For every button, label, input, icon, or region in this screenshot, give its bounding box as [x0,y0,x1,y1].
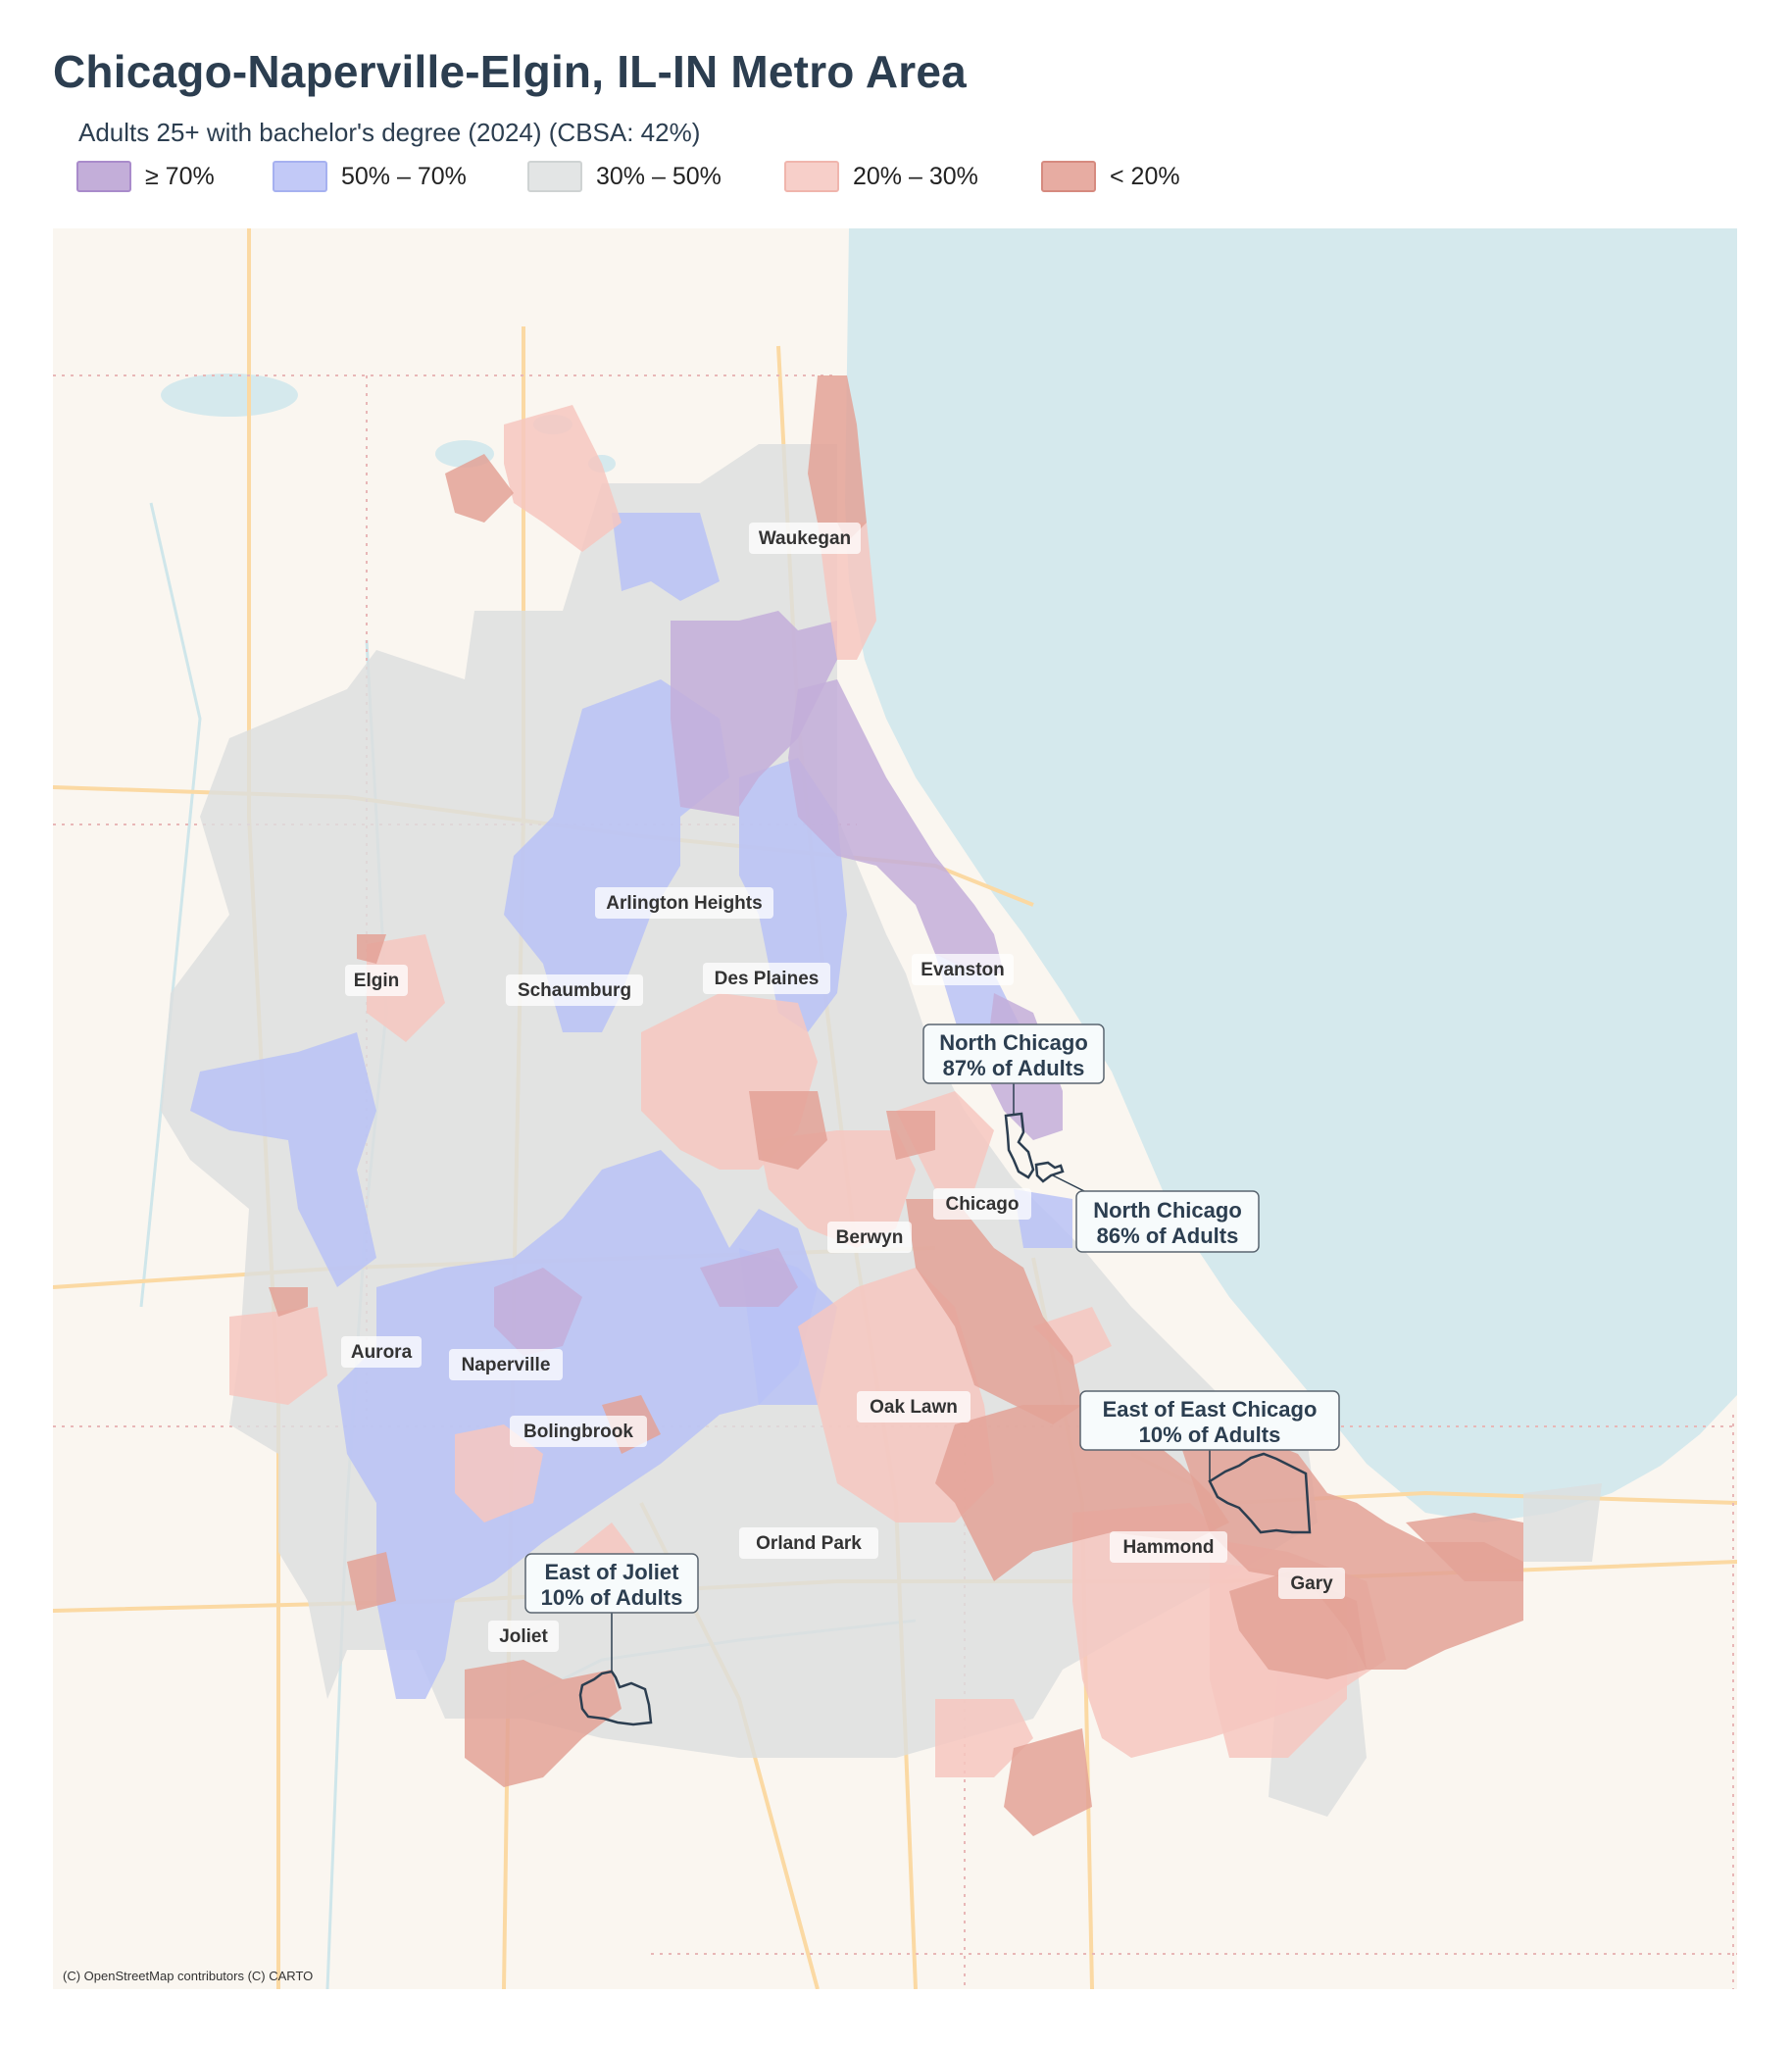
legend-swatch [784,161,839,192]
place-label-berwyn: Berwyn [827,1222,912,1253]
map-title: Chicago-Naperville-Elgin, IL-IN Metro Ar… [53,46,967,97]
place-name: Elgin [354,971,399,991]
callout-name: East of East Chicago [1103,1397,1318,1422]
callout-name: East of Joliet [545,1560,680,1584]
place-name: Arlington Heights [606,893,762,914]
place-label-oak-lawn: Oak Lawn [857,1391,971,1423]
place-name: Des Plaines [715,969,820,989]
place-label-hammond: Hammond [1110,1531,1227,1563]
legend-swatch [76,161,131,192]
callout-value: 10% of Adults [541,1585,683,1610]
place-label-gary: Gary [1278,1568,1345,1599]
place-label-orland-park: Orland Park [739,1527,878,1559]
place-label-evanston: Evanston [912,954,1014,985]
callout-name: North Chicago [939,1030,1088,1055]
east-of-joliet-outline [578,1670,653,1726]
callout-east-of-joliet[interactable]: East of Joliet 10% of Adults [524,1553,699,1672]
place-label-schaumburg: Schaumburg [506,974,643,1006]
label-bg [933,1188,1031,1220]
place-name: Waukegan [759,528,851,549]
label-bg [449,1349,563,1380]
label-bg [857,1391,971,1423]
place-name: Hammond [1123,1537,1215,1558]
north-chicago-86-outline [1034,1161,1065,1183]
place-labels: Waukegan Arlington Heights Elgin Schaumb… [341,523,1345,1652]
callout-box [524,1553,699,1614]
legend-item-under-20: < 20% [1041,159,1180,194]
place-name: Berwyn [836,1227,904,1248]
place-label-chicago: Chicago [933,1188,1031,1220]
map-attribution: (C) OpenStreetMap contributors (C) CARTO [63,1969,314,1983]
place-name: Bolingbrook [523,1422,633,1442]
place-label-joliet: Joliet [488,1621,559,1652]
label-bg [595,887,773,919]
label-bg [506,974,643,1006]
place-name: Naperville [462,1355,551,1375]
legend-swatch [1041,161,1096,192]
label-bg [1110,1531,1227,1563]
east-of-east-chicago-outline [1208,1452,1312,1534]
label-bg [739,1527,878,1559]
callout-north-chicago-87[interactable]: North Chicago 87% of Adults [922,1024,1105,1115]
legend-label: 20% – 30% [853,162,978,190]
legend-item-70-plus: ≥ 70% [76,159,215,194]
place-name: Orland Park [756,1533,862,1554]
callout-box [1079,1390,1340,1451]
callout-value: 10% of Adults [1139,1423,1281,1447]
place-label-bolingbrook: Bolingbrook [510,1416,647,1447]
legend-item-20-30: 20% – 30% [784,159,978,194]
legend-label: ≥ 70% [145,162,215,190]
place-name: Evanston [921,960,1005,980]
lake-michigan [845,228,1737,1523]
place-name: Schaumburg [518,980,631,1001]
label-bg [510,1416,647,1447]
label-bg [703,963,830,994]
label-bg [345,965,408,996]
tracts-70-plus [494,611,1063,1356]
place-name: Chicago [946,1194,1020,1215]
label-bg [827,1222,912,1253]
legend-item-50-70: 50% – 70% [273,159,467,194]
legend-item-30-50: 30% – 50% [527,159,722,194]
callout-name: North Chicago [1093,1198,1242,1223]
callout-value: 86% of Adults [1097,1223,1239,1248]
place-name: Gary [1290,1573,1333,1594]
legend: ≥ 70% 50% – 70% 30% – 50% 20% – 30% < 20… [76,159,1351,194]
place-label-elgin: Elgin [345,965,408,996]
legend-swatch [273,161,327,192]
place-label-aurora: Aurora [341,1336,422,1368]
label-bg [912,954,1014,985]
label-bg [488,1621,559,1652]
north-chicago-87-outline [1004,1112,1035,1179]
callout-box [922,1024,1105,1084]
label-bg [749,523,861,554]
callout-box [1075,1190,1260,1253]
legend-swatch [527,161,582,192]
place-label-arlington-heights: Arlington Heights [595,887,773,919]
place-name: Oak Lawn [870,1397,958,1418]
place-label-naperville: Naperville [449,1349,563,1380]
callout-value: 87% of Adults [943,1056,1085,1080]
place-name: Joliet [499,1626,548,1647]
map-panel[interactable]: Waukegan Arlington Heights Elgin Schaumb… [52,228,1738,1990]
legend-label: < 20% [1110,162,1180,190]
callouts: North Chicago 87% of Adults North Chicag… [524,1024,1340,1672]
legend-label: 50% – 70% [341,162,467,190]
label-bg [341,1336,422,1368]
place-label-waukegan: Waukegan [749,523,861,554]
place-label-des-plaines: Des Plaines [703,963,830,994]
choropleth-map[interactable]: Waukegan Arlington Heights Elgin Schaumb… [52,228,1738,1990]
callout-north-chicago-86[interactable]: North Chicago 86% of Adults [1052,1174,1260,1253]
legend-label: 30% – 50% [596,162,722,190]
callout-east-of-east-chicago[interactable]: East of East Chicago 10% of Adults [1079,1390,1340,1481]
place-name: Aurora [351,1342,413,1363]
highlighted-tracts [578,1112,1312,1726]
map-subtitle: Adults 25+ with bachelor's degree (2024)… [78,118,701,147]
label-bg [1278,1568,1345,1599]
